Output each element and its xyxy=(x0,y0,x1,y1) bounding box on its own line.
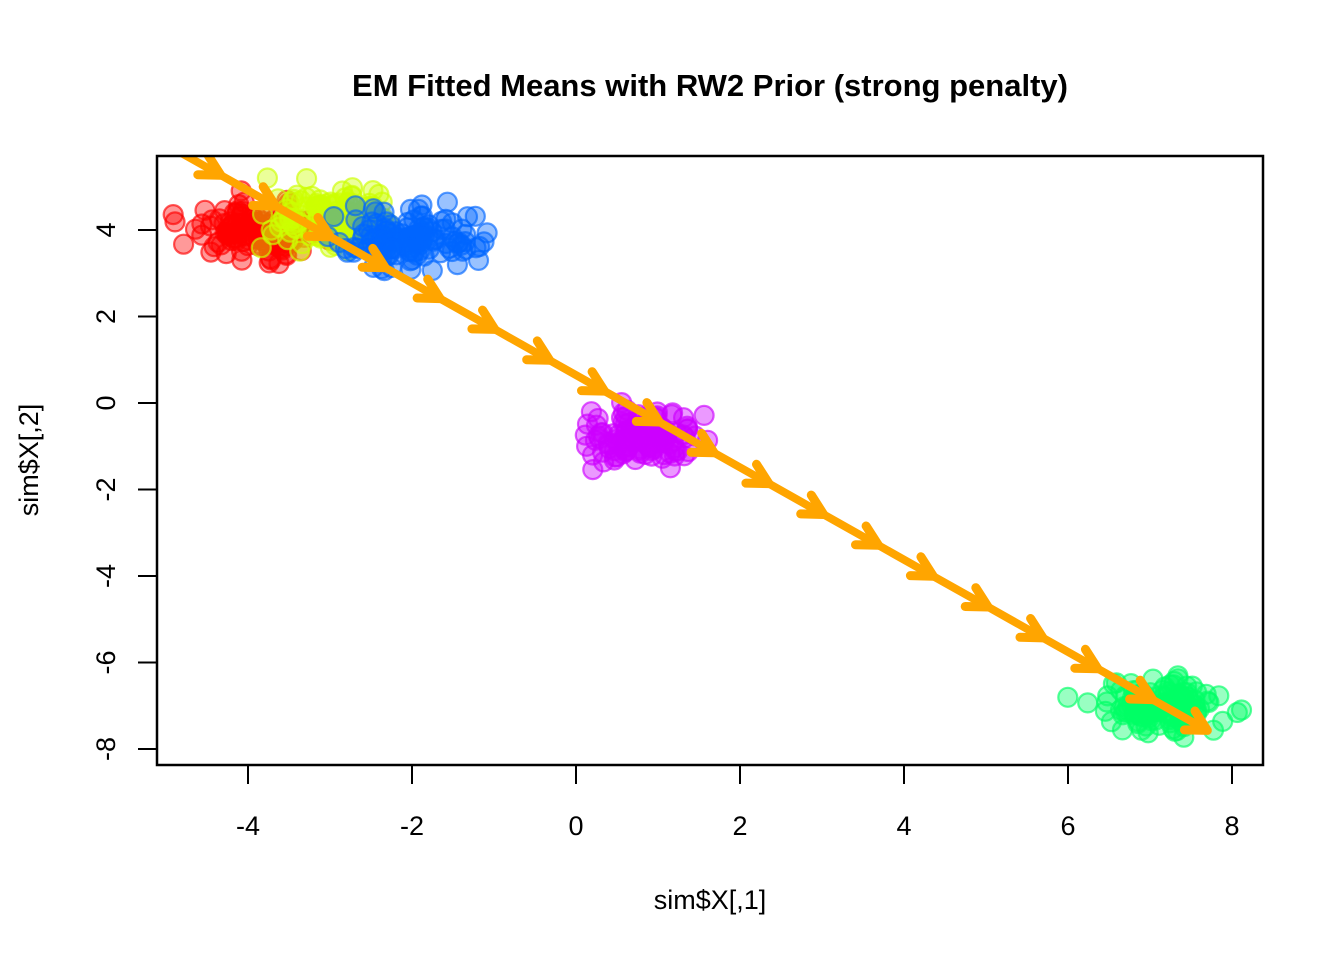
cluster-blue xyxy=(317,191,498,282)
x-tick-label: 0 xyxy=(568,811,583,841)
arrow-segment xyxy=(545,356,609,396)
data-point xyxy=(380,237,402,259)
x-tick-label: 2 xyxy=(732,811,747,841)
x-tick-label: 6 xyxy=(1060,811,1075,841)
cluster-green xyxy=(1057,665,1253,748)
data-point xyxy=(162,204,184,226)
arrow-segment xyxy=(874,541,938,581)
arrow-segment xyxy=(1148,695,1212,735)
data-point xyxy=(399,237,421,259)
data-point xyxy=(615,431,638,453)
data-point xyxy=(436,191,458,213)
arrow-segment xyxy=(1093,664,1157,704)
data-point xyxy=(587,425,610,447)
y-tick-label: 0 xyxy=(91,395,121,410)
data-point xyxy=(452,240,474,262)
y-tick-label: -4 xyxy=(91,564,121,588)
arrow-segment xyxy=(655,418,719,457)
data-point xyxy=(582,459,604,481)
axes-layer: -4 -2 0 2 4 6 8 4 2 0 -2 -4 -6 -8 xyxy=(91,222,1240,841)
arrowhead xyxy=(1179,706,1212,735)
data-point xyxy=(1172,688,1194,710)
data-point xyxy=(361,211,383,233)
y-tick-label: -6 xyxy=(91,650,121,674)
data-point xyxy=(1226,701,1248,724)
y-axis-label: sim$X[,2] xyxy=(14,404,44,517)
arrow-segment xyxy=(984,603,1047,642)
data-point xyxy=(641,437,663,459)
data-point xyxy=(607,434,630,456)
data-point xyxy=(610,407,633,429)
data-point xyxy=(301,185,323,207)
arrow-segment xyxy=(326,232,390,272)
data-point xyxy=(290,190,312,212)
data-point xyxy=(173,233,195,255)
plot-border xyxy=(155,154,1265,767)
data-point xyxy=(201,209,223,231)
data-point xyxy=(164,211,186,233)
data-point xyxy=(464,205,486,227)
arrow-segment xyxy=(764,479,828,519)
data-point xyxy=(279,221,301,243)
arrow-segment xyxy=(216,171,280,211)
plot-title: EM Fitted Means with RW2 Prior (strong p… xyxy=(352,68,1068,103)
data-point xyxy=(323,206,345,228)
arrow-segment xyxy=(271,202,335,241)
arrow-segment xyxy=(710,448,773,488)
arrow-segment xyxy=(490,325,554,365)
arrow-segment xyxy=(381,263,445,303)
data-point xyxy=(467,249,490,271)
fitted-means-arrows-layer xyxy=(178,156,1212,735)
data-point xyxy=(1057,686,1079,708)
arrow-segment xyxy=(929,572,993,611)
x-tick-label: -2 xyxy=(400,811,424,841)
data-point xyxy=(451,218,473,240)
data-point xyxy=(423,230,445,252)
x-tick-label: 4 xyxy=(896,811,911,841)
data-point xyxy=(1196,690,1219,712)
y-tick-label: 4 xyxy=(91,222,121,237)
y-tick-label: -8 xyxy=(91,737,121,761)
data-point xyxy=(296,168,318,190)
data-point xyxy=(1097,685,1119,707)
x-tick-label: 8 xyxy=(1224,811,1239,841)
x-tick-label: -4 xyxy=(236,811,260,841)
data-point xyxy=(231,249,253,271)
data-point xyxy=(658,433,680,455)
x-axis-label: sim$X[,1] xyxy=(654,885,767,915)
y-tick-label: -2 xyxy=(91,477,121,501)
data-point xyxy=(1096,691,1118,713)
arrow-segment xyxy=(819,510,883,550)
arrow-segment xyxy=(436,294,499,334)
data-point xyxy=(344,195,366,217)
arrow-segment xyxy=(600,387,664,426)
data-point xyxy=(1077,692,1099,714)
arrow-segment xyxy=(1039,633,1102,673)
data-point xyxy=(587,407,609,430)
data-point xyxy=(693,404,715,426)
y-tick-label: 2 xyxy=(91,309,121,324)
arrow-segment xyxy=(178,156,225,180)
